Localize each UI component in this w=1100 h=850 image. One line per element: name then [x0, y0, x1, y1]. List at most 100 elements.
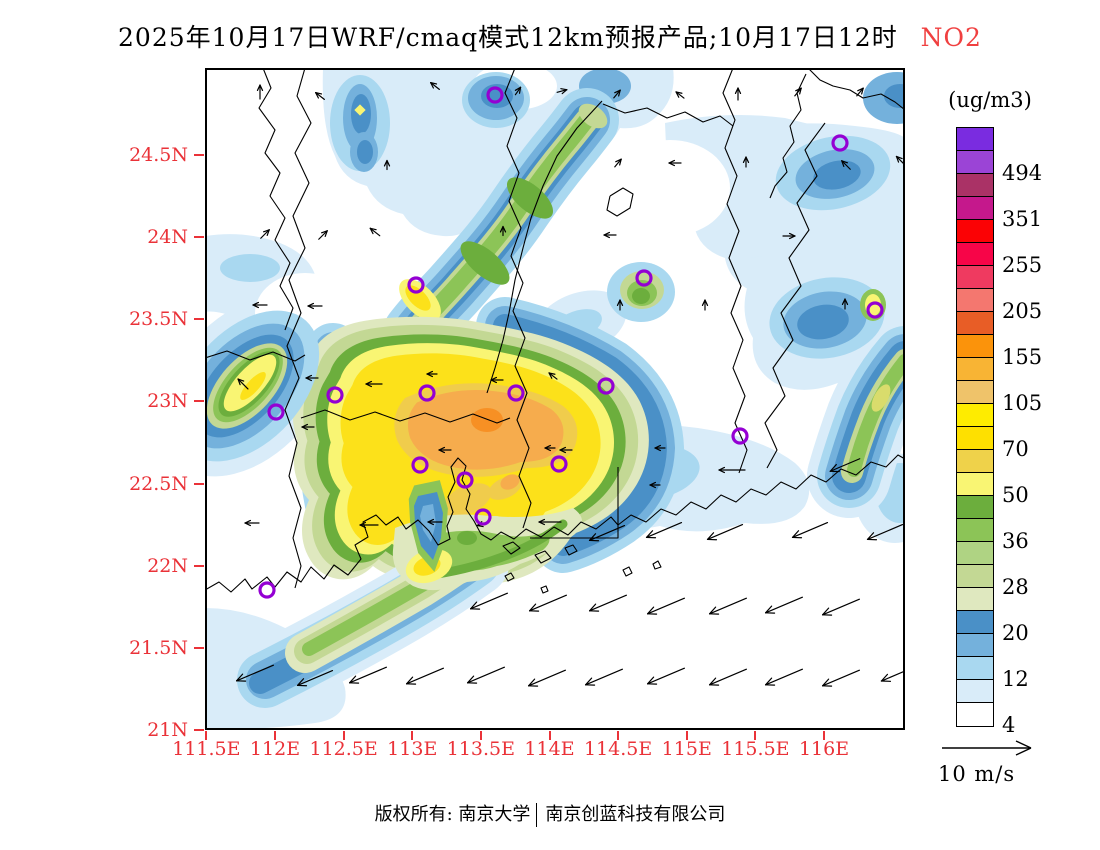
lon-tick-label: 116E [798, 738, 850, 760]
boundary-line [205, 350, 306, 362]
colorbar-value-label: 70 [1002, 437, 1029, 461]
colorbar-cell [957, 381, 993, 404]
colorbar-cell [957, 496, 993, 519]
coastline [205, 454, 905, 593]
lon-tick-label: 112.5E [309, 738, 378, 760]
wind-arrow [514, 86, 522, 96]
colorbar-cell [957, 312, 993, 335]
boundary-line [486, 100, 603, 394]
wind-arrow [880, 670, 905, 682]
wind-arrow [794, 87, 802, 97]
wind-arrow [548, 372, 558, 380]
station-marker [418, 384, 436, 402]
wind-arrow [613, 89, 621, 99]
lat-tick [194, 236, 204, 239]
page-title: 2025年10月17日WRF/cmaq模式12km预报产品;10月17日12时 … [0, 18, 1100, 54]
colorbar-value-label: 36 [1002, 529, 1029, 553]
wind-arrow [365, 380, 383, 388]
lat-tick-label: 21N [147, 719, 188, 741]
wind-arrow [348, 666, 388, 684]
wind-arrow [821, 598, 861, 616]
wind-arrow [466, 666, 506, 684]
wind-arrow [764, 668, 804, 686]
lon-tick-label: 115E [661, 738, 712, 760]
footer-divider [536, 803, 538, 827]
wind-arrow [764, 596, 804, 614]
wind-arrow [742, 156, 750, 168]
wind-arrow [235, 664, 275, 682]
wind-arrow [856, 87, 864, 97]
colorbar-value-label: 155 [1002, 345, 1043, 369]
wind-arrow [588, 594, 628, 612]
island [652, 560, 662, 570]
wind-arrow [654, 444, 666, 452]
station-marker [411, 456, 429, 474]
title-pollutant: NO2 [920, 23, 982, 52]
wind-arrow [499, 225, 507, 237]
wind-arrow [646, 597, 686, 615]
wind-arrow [359, 521, 379, 529]
boundary-line [807, 68, 905, 111]
concentration-map [205, 68, 905, 730]
wind-arrow [438, 446, 452, 454]
wind-arrow [256, 84, 264, 100]
copyright-company: 南京创蓝科技有限公司 [545, 804, 726, 825]
colorbar-cell [957, 473, 993, 496]
wind-arrow [244, 519, 260, 527]
lon-tick-label: 114E [524, 738, 575, 760]
wind-arrow [616, 299, 624, 311]
wind-arrow-field [235, 82, 905, 687]
lon-tick-label: 111.5E [172, 738, 241, 760]
colorbar [956, 127, 994, 727]
colorbar-cell [957, 703, 993, 726]
wind-arrow [791, 521, 829, 539]
lon-tick-label: 115.5E [721, 738, 790, 760]
wind-arrow [734, 87, 742, 101]
colorbar-value-label: 205 [1002, 299, 1043, 323]
wind-arrow [383, 159, 391, 171]
lat-tick-label: 24.5N [129, 144, 188, 167]
station-marker [550, 455, 568, 473]
colorbar-cell [957, 335, 993, 358]
wind-arrow [556, 88, 568, 95]
colorbar-value-label: 28 [1002, 575, 1029, 599]
station-marker [866, 301, 884, 319]
lon-tick [411, 731, 414, 740]
lon-tick-label: 112E [249, 738, 301, 760]
colorbar-cell [957, 519, 993, 542]
wind-arrow [544, 444, 556, 452]
wind-arrow [305, 374, 319, 382]
lon-tick [205, 731, 208, 740]
wind-arrow [675, 91, 685, 99]
lon-tick-label: 113.5E [446, 738, 516, 760]
colorbar-cell [957, 588, 993, 611]
lon-tick [342, 731, 345, 740]
lat-tick-label: 22N [147, 554, 188, 577]
lon-tick [823, 731, 826, 740]
wind-arrow [708, 668, 748, 686]
island [504, 572, 515, 582]
wind-arrow [430, 82, 440, 90]
colorbar-cell [957, 220, 993, 243]
colorbar-cell [957, 565, 993, 588]
colorbar-value-label: 255 [1002, 253, 1043, 277]
colorbar-value-label: 105 [1002, 391, 1043, 415]
wind-arrow [614, 158, 622, 168]
colorbar-value-label: 351 [1002, 207, 1043, 231]
wind-arrow [528, 594, 568, 612]
colorbar-cell [957, 634, 993, 657]
wind-arrow [296, 669, 334, 687]
colorbar-cell [957, 151, 993, 174]
island [622, 566, 633, 577]
station-marker [731, 427, 749, 445]
colorbar-cell [957, 266, 993, 289]
lat-tick-label: 22.5N [129, 472, 188, 495]
lon-tick [754, 731, 757, 740]
wind-arrow [668, 159, 682, 167]
wind-arrow [369, 227, 381, 237]
colorbar-value-label: 20 [1002, 621, 1029, 645]
station-marker [635, 269, 653, 287]
station-marker [267, 403, 285, 421]
lat-tick [194, 729, 204, 731]
